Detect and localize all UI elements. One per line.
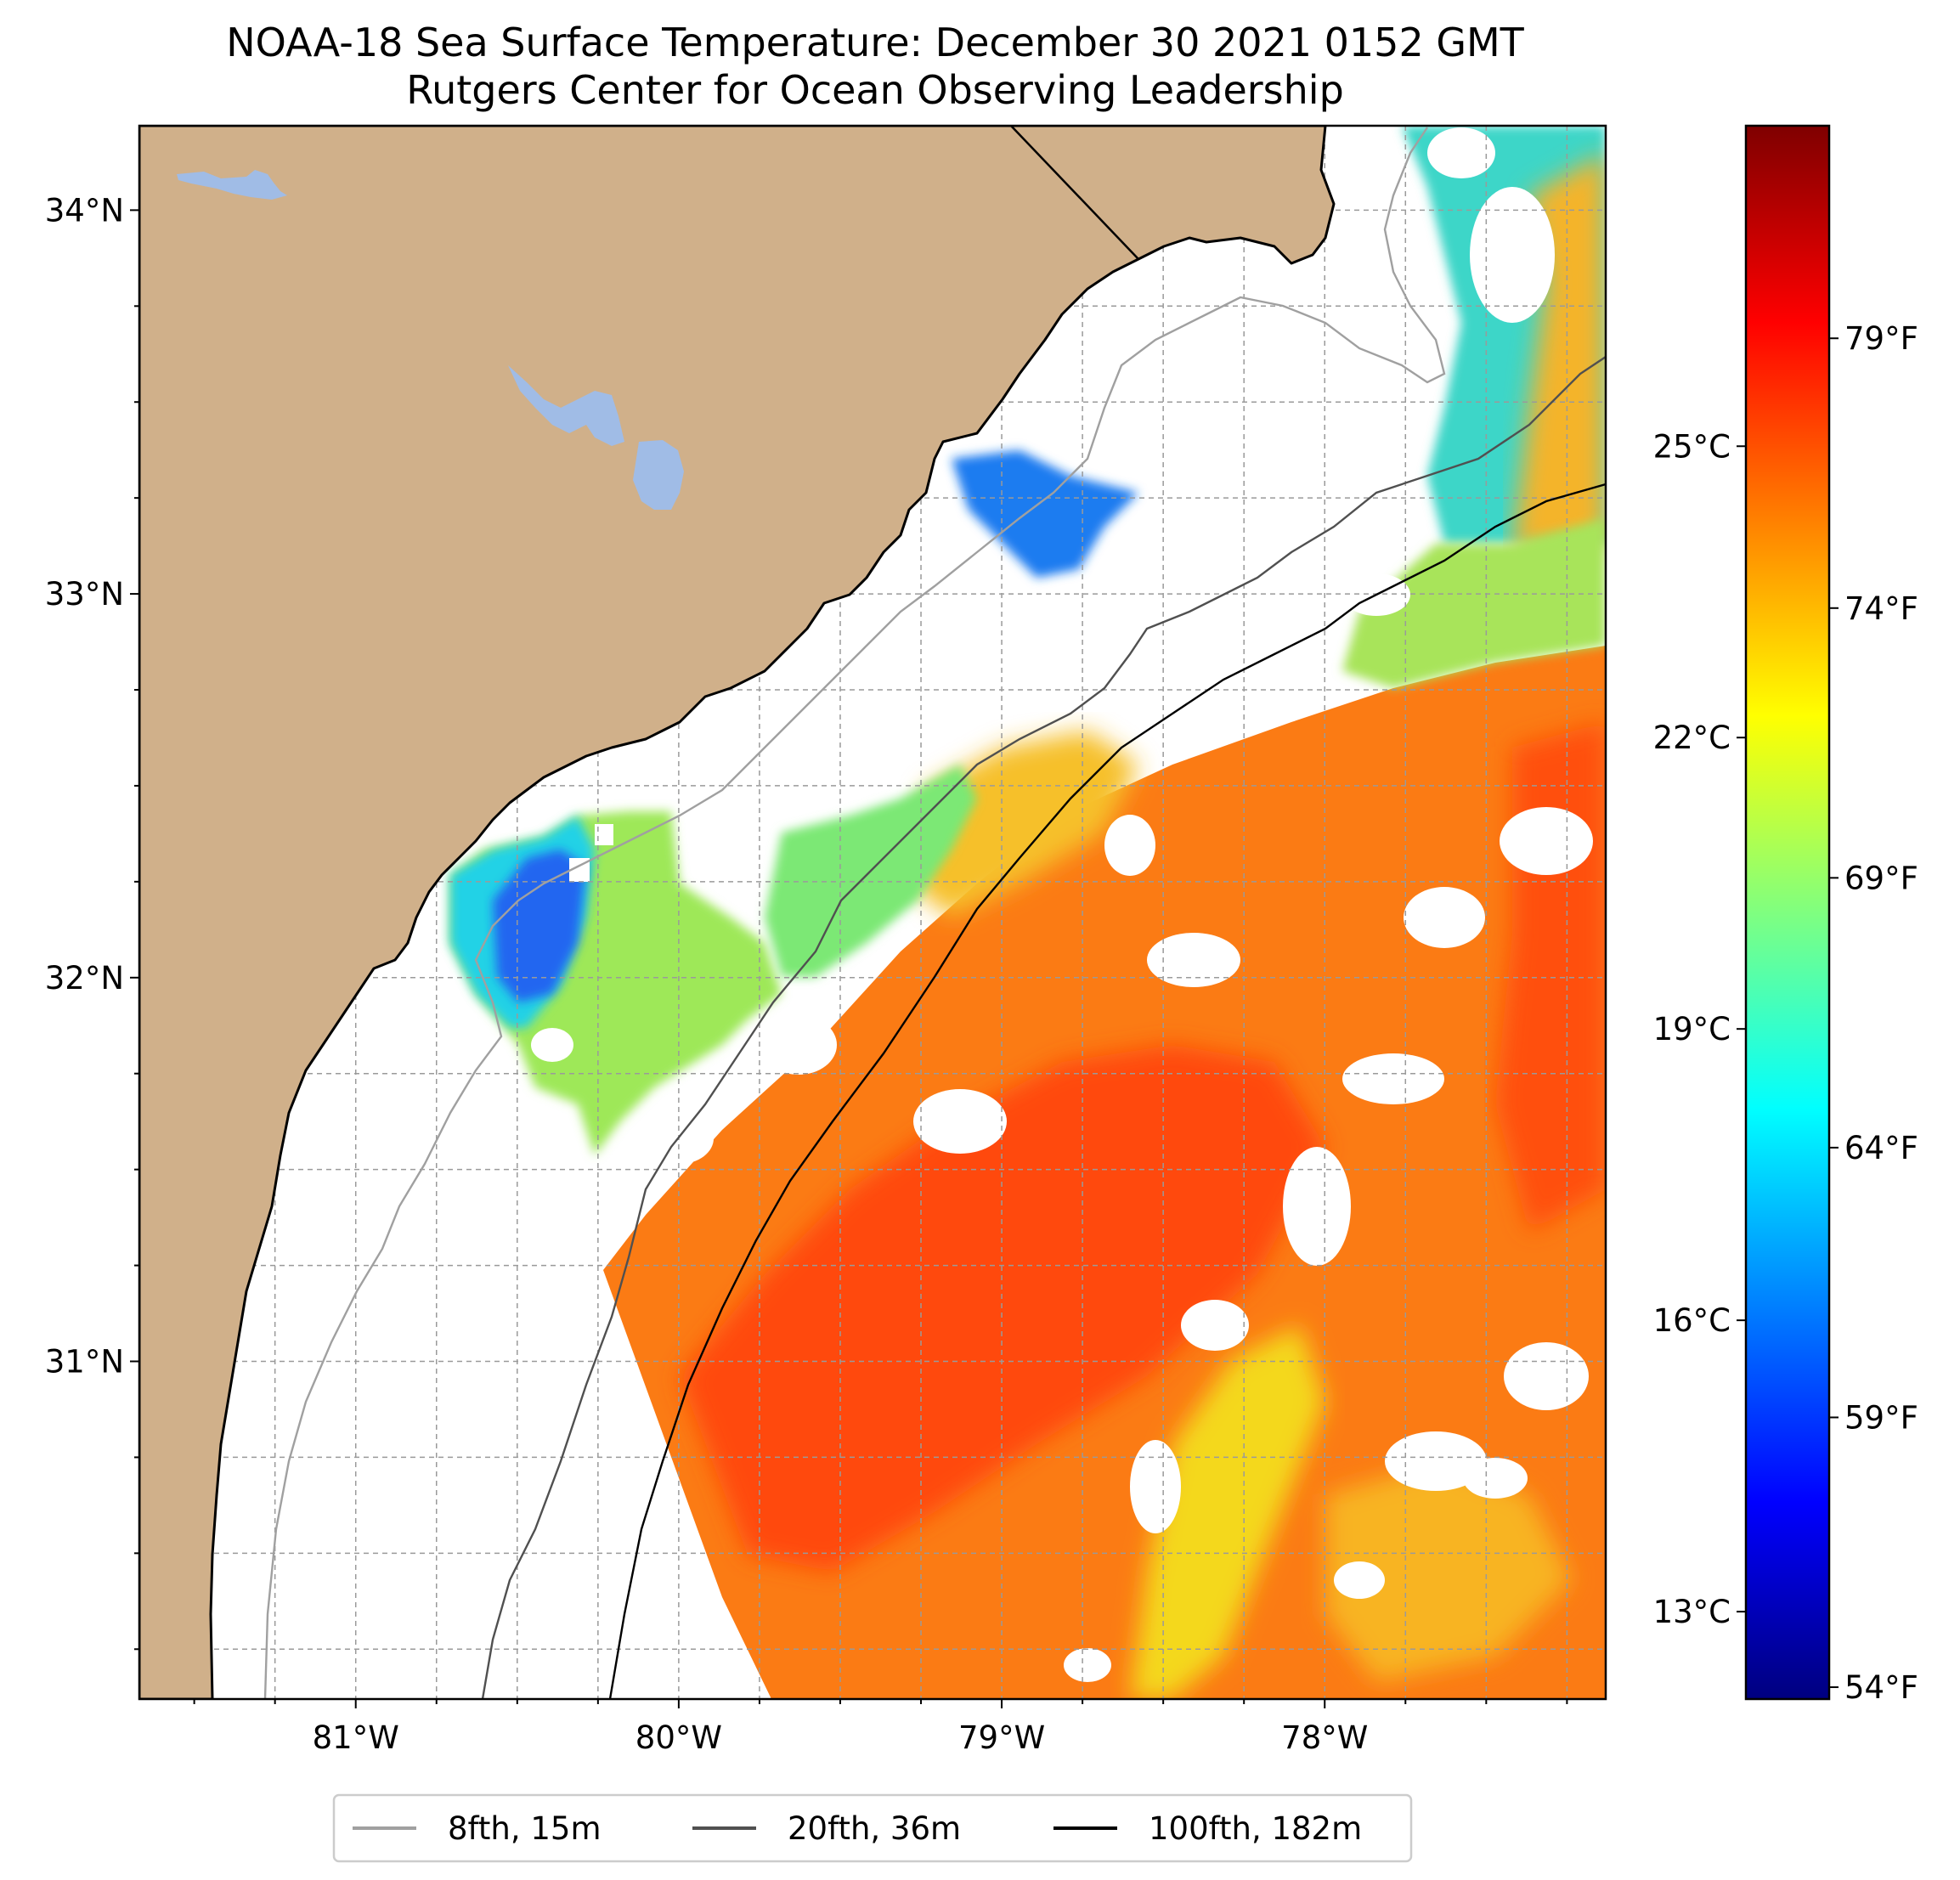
colorbar-fahrenheit-label: 54°F: [1844, 1669, 1918, 1706]
colorbar-celsius-label: 13°C: [1653, 1594, 1731, 1630]
sst-ne-green: [1342, 518, 1606, 688]
lake-north: [177, 170, 287, 200]
land-mass: [139, 126, 1336, 1699]
lon-tick-label: 79°W: [958, 1719, 1045, 1756]
lat-tick-label: 34°N: [45, 192, 124, 229]
colorbar-fahrenheit-label: 79°F: [1844, 320, 1918, 357]
sst-yellow-band: [1130, 1325, 1325, 1699]
map-frame: [138, 124, 1607, 1701]
contour-8fth: [263, 127, 1446, 1699]
lake-moultrie: [633, 440, 684, 510]
sst-data-field: [450, 126, 1606, 1699]
map-area: [139, 126, 1606, 1699]
lat-tick-label: 32°N: [45, 960, 124, 996]
colorbar-celsius-label: 19°C: [1653, 1011, 1731, 1047]
sst-northeast-warm: [1512, 153, 1606, 552]
colorbar-fahrenheit-ticks: 54°F 59°F 64°F 69°F 74°F 79°F: [1829, 320, 1918, 1706]
colorbar: 13°C 16°C 19°C 22°C 25°C 54°F 59°F 64°F 69°F 74°…: [1653, 124, 1918, 1706]
chart-title: NOAA-18 Sea Surface Temperature: Decembe…: [226, 20, 1524, 65]
colorbar-celsius-label: 16°C: [1653, 1302, 1731, 1339]
lat-tick-label: 31°N: [45, 1343, 124, 1380]
cloud-gaps: [531, 127, 1593, 1682]
lon-tick-label: 78°W: [1281, 1719, 1368, 1756]
sst-orange-core: [680, 1045, 1325, 1572]
colorbar-celsius-ticks: 13°C 16°C 19°C 22°C 25°C: [1653, 428, 1746, 1630]
sst-north-blue: [952, 450, 1138, 578]
contour-100fth: [608, 483, 1606, 1699]
colorbar-fahrenheit-label: 69°F: [1844, 860, 1918, 896]
state-border: [1010, 126, 1139, 260]
lon-tick-label: 80°W: [635, 1719, 722, 1756]
legend-label: 100fth, 182m: [1149, 1810, 1362, 1847]
legend: 8fth, 15m 20fth, 36m 100fth, 182m: [332, 1793, 1413, 1863]
longitude-axis: 81°W 80°W 79°W 78°W: [193, 1699, 1568, 1756]
lat-tick-label: 33°N: [45, 576, 124, 613]
colorbar-fahrenheit-label: 64°F: [1844, 1130, 1918, 1166]
legend-box: [332, 1793, 1413, 1863]
chart-subtitle: Rutgers Center for Ocean Observing Leade…: [406, 67, 1344, 113]
legend-label: 20fth, 36m: [788, 1810, 961, 1847]
colorbar-gradient: [1744, 124, 1831, 1701]
lakes: [177, 170, 684, 510]
colorbar-celsius-label: 25°C: [1653, 428, 1731, 465]
sst-yellow-south: [1325, 1461, 1572, 1682]
colorbar-fahrenheit-label: 74°F: [1844, 590, 1918, 627]
lake-marion: [508, 365, 624, 446]
contour-20fth: [481, 356, 1606, 1699]
colorbar-fahrenheit-label: 59°F: [1844, 1399, 1918, 1436]
latitude-axis: 34°N 33°N 32°N 31°N: [45, 192, 139, 1651]
legend-label: 8fth, 15m: [448, 1810, 602, 1847]
colorbar-celsius-label: 22°C: [1653, 720, 1731, 756]
lon-tick-label: 81°W: [313, 1719, 399, 1756]
bathymetry-contours: [263, 127, 1606, 1699]
sst-blue-inshore: [493, 850, 586, 1002]
